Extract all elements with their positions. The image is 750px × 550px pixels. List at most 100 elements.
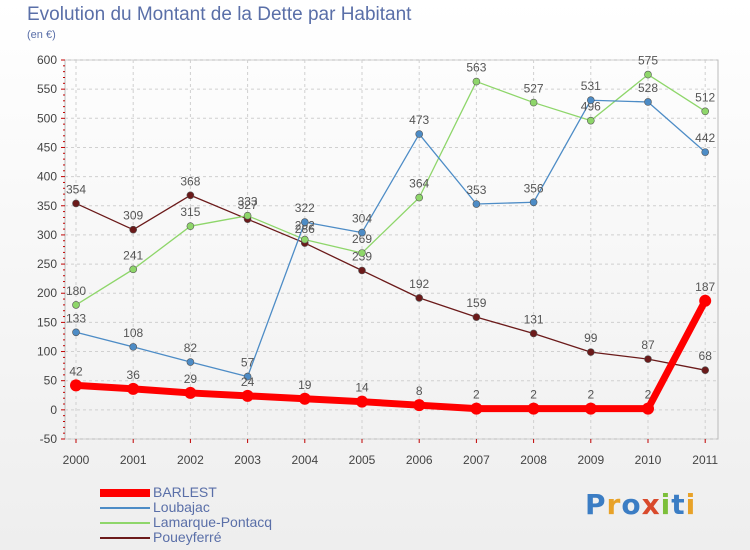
logo-letter: r bbox=[606, 488, 622, 521]
data-label: 36 bbox=[127, 368, 141, 382]
data-label: 531 bbox=[581, 79, 601, 93]
data-label: 304 bbox=[352, 212, 372, 226]
data-label: 269 bbox=[352, 232, 372, 246]
data-point bbox=[529, 198, 538, 207]
chart-title: Evolution du Montant de la Dette par Hab… bbox=[27, 4, 412, 25]
data-label: 364 bbox=[409, 177, 429, 191]
data-label: 180 bbox=[66, 284, 86, 298]
data-point bbox=[644, 355, 652, 363]
x-tick-label: 2005 bbox=[349, 453, 376, 467]
data-label: 575 bbox=[638, 54, 658, 68]
legend-swatch-loubajac bbox=[100, 507, 150, 509]
data-label: 322 bbox=[295, 201, 315, 215]
data-point bbox=[127, 382, 140, 395]
data-label: 527 bbox=[524, 82, 544, 96]
data-label: 2 bbox=[530, 388, 537, 402]
data-label: 315 bbox=[180, 205, 200, 219]
logo-letter: P bbox=[585, 488, 607, 521]
y-tick-label: 0 bbox=[50, 403, 57, 417]
data-label: 99 bbox=[584, 331, 598, 345]
data-point bbox=[186, 222, 195, 230]
data-label: 528 bbox=[638, 81, 658, 95]
data-label: 133 bbox=[66, 311, 86, 325]
data-point bbox=[186, 358, 195, 366]
data-label: 368 bbox=[180, 174, 200, 188]
data-label: 131 bbox=[524, 312, 544, 326]
data-label: 2 bbox=[473, 388, 480, 402]
legend-swatch-barlest bbox=[100, 489, 150, 497]
data-label: 512 bbox=[695, 90, 715, 104]
data-label: 108 bbox=[123, 326, 143, 340]
data-label: 57 bbox=[241, 356, 255, 370]
data-point bbox=[701, 107, 710, 116]
data-point bbox=[472, 200, 481, 208]
legend-label-poueyferre: Poueyferré bbox=[153, 529, 222, 545]
data-label: 309 bbox=[123, 209, 143, 223]
data-point bbox=[300, 235, 309, 244]
data-point bbox=[586, 348, 595, 356]
data-point bbox=[243, 372, 252, 381]
x-tick-label: 2009 bbox=[577, 453, 604, 467]
x-tick-label: 2004 bbox=[291, 453, 318, 467]
data-point bbox=[129, 225, 137, 234]
y-tick-label: 200 bbox=[37, 286, 57, 300]
data-point bbox=[529, 98, 538, 107]
data-label: 24 bbox=[241, 375, 255, 389]
data-point bbox=[415, 193, 424, 202]
data-point bbox=[472, 77, 481, 86]
y-tick-label: 150 bbox=[37, 315, 57, 329]
y-tick-label: 300 bbox=[37, 228, 57, 242]
legend: BARLEST Loubajac Lamarque-Pontacq Poueyf… bbox=[100, 484, 300, 545]
data-point bbox=[300, 218, 309, 226]
plot-frame bbox=[64, 59, 719, 440]
data-point bbox=[358, 228, 366, 237]
data-point bbox=[584, 402, 597, 415]
data-point bbox=[129, 265, 137, 274]
data-point bbox=[701, 148, 710, 156]
data-label: 19 bbox=[298, 378, 312, 392]
x-tick-label: 2000 bbox=[63, 453, 90, 467]
y-tick-label: 400 bbox=[37, 170, 57, 184]
logo-letter: x bbox=[641, 488, 661, 521]
data-point bbox=[470, 402, 483, 415]
series-line-lamarque-pontacq bbox=[75, 73, 706, 306]
legend-item-barlest: BARLEST bbox=[100, 484, 300, 500]
x-tick-label: 2007 bbox=[463, 453, 490, 467]
data-label: 8 bbox=[416, 384, 423, 398]
data-label: 192 bbox=[409, 277, 429, 291]
data-point bbox=[356, 395, 368, 408]
y-tick-label: 250 bbox=[37, 257, 57, 271]
x-tick-label: 2006 bbox=[406, 453, 433, 467]
data-point bbox=[529, 329, 538, 338]
data-label: 29 bbox=[184, 372, 198, 386]
data-point bbox=[184, 386, 197, 399]
data-point bbox=[72, 328, 80, 337]
data-label: 82 bbox=[184, 341, 198, 355]
logo-letter: t bbox=[671, 488, 686, 521]
data-label: 354 bbox=[66, 182, 86, 196]
x-tick-label: 2002 bbox=[177, 453, 204, 467]
data-label: 68 bbox=[699, 349, 713, 363]
data-point bbox=[358, 249, 366, 257]
data-point bbox=[701, 366, 710, 374]
x-tick-label: 2003 bbox=[234, 453, 261, 467]
legend-swatch-lamarque-pontacq bbox=[100, 522, 150, 524]
data-label: 159 bbox=[466, 296, 486, 310]
data-label: 87 bbox=[641, 338, 655, 352]
data-point bbox=[413, 399, 426, 412]
series-line-loubajac bbox=[75, 99, 706, 378]
data-point bbox=[243, 211, 252, 220]
data-point bbox=[699, 294, 712, 307]
data-label: 353 bbox=[466, 183, 486, 197]
data-point bbox=[241, 389, 254, 402]
y-tick-label: 450 bbox=[37, 140, 57, 154]
legend-item-lamarque-pontacq: Lamarque-Pontacq bbox=[100, 514, 300, 530]
y-tick-label: 500 bbox=[37, 111, 57, 125]
x-tick-label: 2011 bbox=[692, 453, 718, 467]
data-label: 473 bbox=[409, 113, 429, 127]
data-label: 563 bbox=[466, 61, 486, 75]
y-tick-label: 350 bbox=[37, 199, 57, 213]
data-point bbox=[72, 301, 80, 309]
